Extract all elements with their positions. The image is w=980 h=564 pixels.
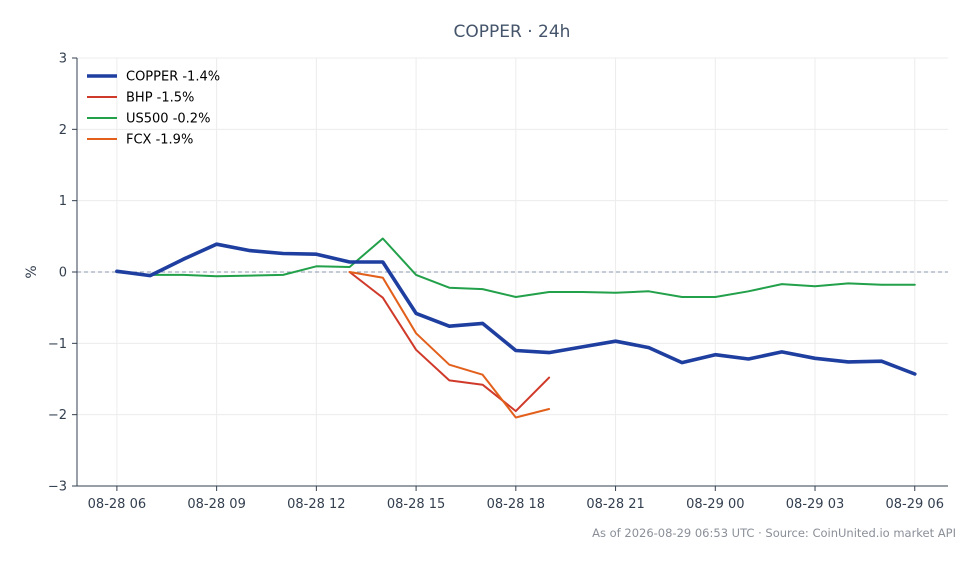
x-tick-label: 08-28 06 [88,497,146,512]
series-line-fcx [348,271,551,419]
y-tick-label: −1 [48,337,67,352]
x-tick-label: 08-29 00 [686,497,744,512]
y-tick-label: −3 [48,480,67,495]
series-lines [115,237,917,419]
x-tick-label: 08-28 09 [187,497,245,512]
x-tick-label: 08-28 18 [487,497,545,512]
x-tick-label: 08-28 12 [287,497,345,512]
y-axis-label: % [24,265,40,278]
x-tick-label: 08-28 21 [586,497,644,512]
legend-label-bhp: BHP -1.5% [126,91,194,106]
x-tick-label: 08-29 06 [886,497,944,512]
y-tick-label: 1 [59,194,67,209]
series-line-bhp [348,271,551,413]
x-tick-label: 08-28 15 [387,497,445,512]
y-tick-label: −2 [48,408,67,423]
y-tick-label: 0 [59,266,67,281]
tick-labels: −3 −2 −1 0 1 2 3 08-28 06 08-28 09 08-28 12 08-28 … [48,52,944,513]
legend-label-copper: COPPER -1.4% [126,70,220,85]
x-tick-label: 08-29 03 [786,497,844,512]
y-tick-label: 3 [59,52,67,67]
series-line-us500 [115,237,916,298]
source-footer: As of 2026-08-29 06:53 UTC · Source: Coi… [592,526,956,540]
legend-label-us500: US500 -0.2% [126,112,210,127]
legend: COPPER -1.4% BHP -1.5% US500 -0.2% FCX -1.9… [87,70,220,148]
series-line-copper [115,242,917,376]
y-tick-label: 2 [59,123,67,138]
legend-label-fcx: FCX -1.9% [126,133,193,148]
chart-title: COPPER · 24h [454,22,571,42]
axes [72,57,948,491]
